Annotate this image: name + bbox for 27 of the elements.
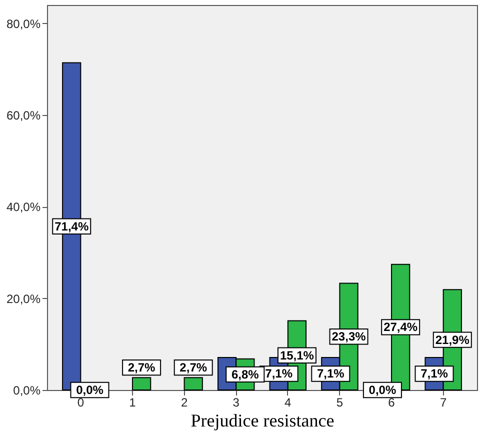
data-label: 15,1% [280,348,314,362]
x-tick-label: 0 [77,396,84,410]
x-tick-label: 5 [336,396,344,410]
data-label: 71,4% [54,219,89,234]
data-label: 7,1% [316,366,345,381]
y-tick-label: 80,0% [6,16,41,31]
data-label: 0,0% [368,383,396,397]
y-tick-label: 0,0% [13,384,41,398]
x-tick-label: 1 [129,396,136,410]
x-axis-title: Prejudice resistance [190,410,334,430]
x-tick-label: 6 [388,396,396,410]
y-tick-label: 20,0% [6,292,41,306]
x-tick-label: 2 [180,396,188,410]
data-label: 2,7% [180,360,208,375]
x-tick-label: 4 [284,396,292,410]
data-label: 7,1% [265,366,293,381]
data-label: 0,0% [76,383,104,397]
data-label: 21,9% [435,332,470,347]
data-label: 23,3% [332,330,366,344]
data-label: 27,4% [384,320,418,334]
x-tick-label: 7 [440,396,447,410]
data-label: 2,7% [128,360,156,375]
data-label: 7,1% [420,366,448,381]
y-tick-label: 40,0% [6,200,41,214]
y-tick-label: 60,0% [6,108,41,122]
data-label: 6,8% [231,367,260,382]
x-tick-label: 3 [232,396,240,410]
